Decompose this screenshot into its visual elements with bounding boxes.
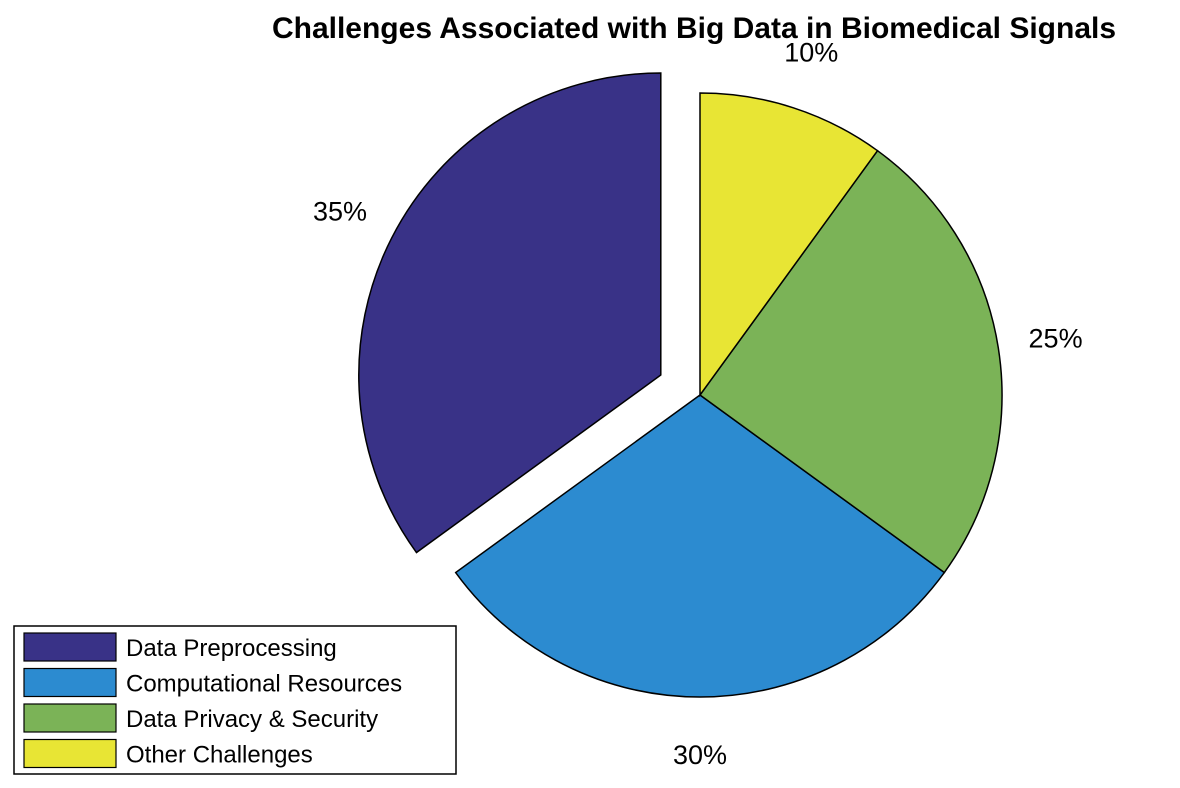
- legend-swatch-data-privacy-and-security: [23, 703, 117, 733]
- pie-slice-data-preprocessing: [358, 72, 662, 554]
- slice-label-data-privacy-and-security: 25%: [1029, 324, 1083, 354]
- pie-slice-data-privacy-and-security: [698, 149, 1003, 574]
- legend-swatch-other-challenges: [23, 738, 117, 769]
- legend: Data Preprocessing Computational Resource…: [13, 625, 457, 775]
- legend-label-other-challenges: Other Challenges: [126, 742, 313, 769]
- slice-labels: 35% 30% 25% 10%: [313, 38, 1083, 770]
- slice-label-data-preprocessing: 35%: [313, 197, 367, 227]
- pie-slice-computational-resources: [454, 394, 946, 698]
- legend-swatch-computational-resources: [23, 667, 117, 698]
- slice-label-computational-resources: 30%: [673, 740, 727, 770]
- legend-swatch-data-preprocessing: [23, 632, 117, 662]
- chart-title: Challenges Associated with Big Data in B…: [272, 12, 1116, 45]
- pie-slices: [358, 72, 1003, 698]
- slice-label-other-challenges: 10%: [784, 38, 838, 68]
- pie-slice-other-challenges: [699, 92, 879, 398]
- legend-label-computational-resources: Computational Resources: [126, 671, 402, 698]
- legend-label-data-preprocessing: Data Preprocessing: [126, 635, 337, 662]
- legend-label-data-privacy-and-security: Data Privacy & Security: [126, 706, 378, 733]
